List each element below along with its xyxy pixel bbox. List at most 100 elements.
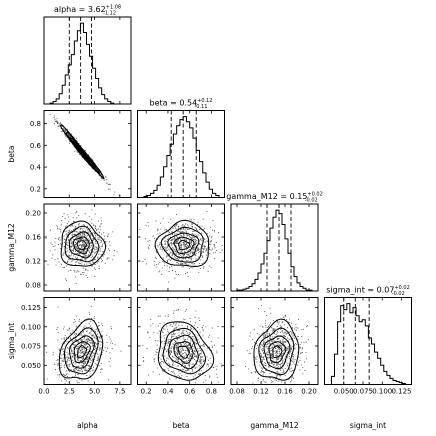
scatter-point (83, 367, 85, 369)
scatter-point (190, 328, 193, 330)
scatter-point (290, 347, 293, 349)
scatter-point (193, 376, 195, 378)
scatter-point (90, 329, 92, 331)
scatter-point (58, 376, 60, 378)
scatter-point (281, 359, 283, 361)
scatter-point (63, 365, 65, 367)
scatter-point (85, 330, 88, 332)
scatter-point (73, 220, 75, 222)
contour-level (69, 335, 95, 369)
scatter-point (209, 375, 211, 377)
scatter-point (108, 257, 110, 259)
scatter-point (202, 249, 204, 251)
scatter-point (92, 238, 95, 240)
scatter-point (57, 327, 59, 329)
scatter-point (272, 377, 274, 379)
scatter-point (189, 321, 191, 323)
scatter-point (256, 361, 258, 363)
scatter-point (159, 322, 161, 325)
marginal-title-beta: beta = 0.54+0.12 -0.11 (150, 98, 213, 110)
scatter-point (187, 225, 189, 227)
scatter-point (76, 347, 78, 350)
scatter-point (157, 245, 159, 247)
scatter-point (187, 259, 189, 261)
scatter-point (109, 338, 111, 340)
scatter-point (175, 346, 177, 348)
scatter-point (76, 231, 78, 233)
scatter-point (278, 350, 280, 352)
scatter-point (76, 270, 79, 272)
scatter-point (301, 336, 303, 338)
scatter-point (265, 346, 267, 348)
scatter-point (256, 332, 258, 335)
scatter-point (263, 343, 265, 345)
scatter-point (189, 253, 192, 255)
scatter-point (213, 366, 215, 368)
y-axis-label: beta (7, 146, 16, 163)
scatter-point (164, 242, 166, 244)
scatter-point (98, 341, 100, 343)
scatter-point (91, 345, 93, 347)
scatter-point (255, 358, 257, 361)
scatter-point (75, 333, 78, 335)
scatter-point (163, 340, 165, 342)
scatter-point (92, 255, 94, 257)
scatter-point (103, 179, 105, 182)
title-plus: +0.02 (394, 285, 409, 291)
scatter-point (181, 255, 183, 258)
scatter-point (169, 341, 171, 343)
scatter-point (81, 358, 84, 360)
marginal-beta: beta = 0.54+0.12 -0.11 (137, 98, 225, 198)
scatter-point (203, 248, 205, 250)
scatter-point (116, 251, 118, 253)
scatter-point (186, 345, 189, 347)
scatter-point (283, 316, 285, 318)
marginal-title-alpha: alpha = 3.62+1.08 -1.12 (54, 5, 121, 17)
scatter-point (277, 322, 279, 324)
scatter-point (254, 371, 256, 373)
title-minus: -0.11 (194, 104, 207, 110)
scatter-point (197, 247, 199, 249)
scatter-point (280, 381, 282, 383)
scatter-point (271, 361, 273, 364)
scatter-point (64, 134, 66, 136)
y-tick-label: 0.075 (21, 343, 41, 351)
scatter-point (110, 328, 112, 330)
scatter-point (264, 311, 266, 313)
scatter-point (191, 225, 194, 227)
axes-frame (43, 203, 132, 292)
scatter-point (89, 227, 91, 229)
scatter-point (52, 254, 54, 256)
scatter-point (157, 230, 159, 232)
scatter-point (87, 348, 89, 351)
x-tick-label: 0.20 (301, 388, 317, 396)
scatter-point (103, 235, 105, 237)
scatter-point (192, 357, 194, 359)
scatter-point (95, 346, 97, 348)
scatter-point (179, 246, 181, 248)
scatter-point (175, 253, 177, 255)
scatter-point (78, 244, 80, 247)
scatter-point (300, 364, 302, 366)
scatter-point (176, 241, 178, 243)
scatter-point (278, 337, 280, 339)
scatter-point (87, 341, 89, 343)
scatter-point (260, 367, 262, 369)
scatter-point (91, 330, 93, 332)
scatter-point (60, 263, 63, 265)
scatter-point (93, 245, 95, 247)
scatter-point (94, 226, 96, 228)
scatter-point (66, 265, 68, 267)
scatter-point (288, 356, 290, 358)
scatter-point (273, 332, 275, 334)
scatter-point (214, 251, 216, 253)
scatter-point (299, 346, 301, 348)
scatter-point (149, 336, 151, 338)
scatter-point (212, 229, 214, 231)
scatter-point (293, 337, 296, 339)
scatter-point (172, 356, 174, 358)
scatter-point (92, 260, 94, 262)
scatter-point (73, 136, 75, 138)
scatter-point (69, 225, 71, 227)
scatter-point (72, 359, 74, 361)
